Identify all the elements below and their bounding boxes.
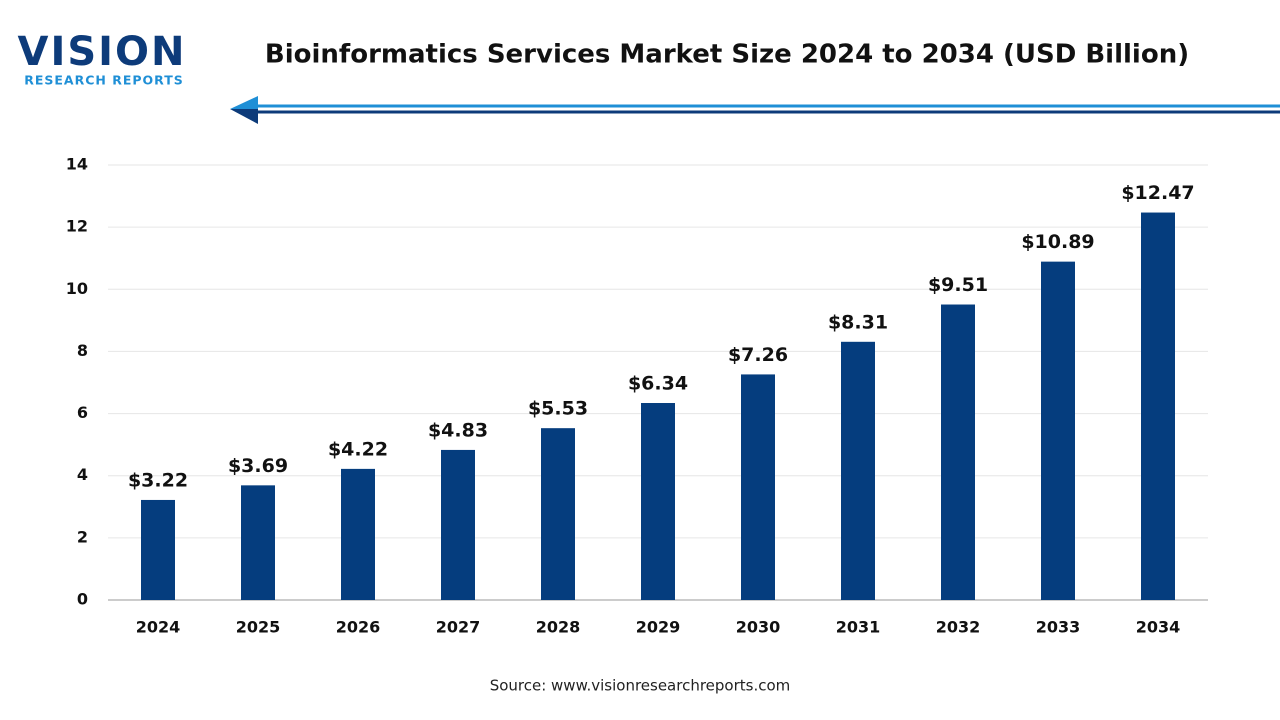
value-label: $3.22	[128, 469, 188, 491]
bar	[941, 304, 975, 600]
x-tick-label: 2026	[336, 618, 381, 637]
logo-name: VISION	[17, 29, 186, 75]
bar	[341, 468, 375, 600]
x-tick-label: 2029	[636, 618, 681, 637]
x-tick-label: 2028	[536, 618, 581, 637]
value-label: $7.26	[728, 344, 788, 366]
bar	[641, 403, 675, 600]
value-label: $6.34	[628, 373, 688, 395]
bar	[141, 499, 175, 600]
value-label: $3.69	[228, 455, 288, 477]
x-tick-label: 2027	[436, 618, 481, 637]
x-tick-label: 2025	[236, 618, 281, 637]
x-tick-label: 2031	[836, 618, 881, 637]
bar	[441, 449, 475, 600]
bar	[841, 341, 875, 600]
x-tick-label: 2032	[936, 618, 981, 637]
y-tick-label: 10	[66, 279, 88, 298]
value-label: $5.53	[528, 398, 588, 420]
bar	[541, 428, 575, 600]
source-note: Source: www.visionresearchreports.com	[490, 677, 791, 695]
value-label: $4.83	[428, 419, 488, 441]
x-tick-label: 2024	[136, 618, 181, 637]
x-tick-label: 2033	[1036, 618, 1081, 637]
y-tick-label: 8	[77, 341, 88, 360]
x-tick-label: 2034	[1136, 618, 1181, 637]
y-tick-label: 4	[77, 465, 88, 484]
y-tick-label: 0	[77, 590, 88, 609]
y-tick-label: 2	[77, 527, 88, 546]
value-label: $10.89	[1021, 231, 1094, 253]
logo-tagline: RESEARCH REPORTS	[24, 73, 184, 88]
bar	[1041, 261, 1075, 600]
bar	[241, 485, 275, 600]
title-divider	[230, 96, 1280, 124]
y-tick-label: 12	[66, 217, 88, 236]
y-tick-label: 14	[66, 155, 88, 174]
value-label: $4.22	[328, 438, 388, 460]
chart-title: Bioinformatics Services Market Size 2024…	[265, 40, 1189, 70]
value-label: $12.47	[1121, 182, 1194, 204]
y-tick-label: 6	[77, 403, 88, 422]
value-label: $8.31	[828, 311, 888, 333]
bar	[1141, 212, 1175, 600]
value-label: $9.51	[928, 274, 988, 296]
bar	[741, 374, 775, 600]
x-tick-label: 2030	[736, 618, 781, 637]
